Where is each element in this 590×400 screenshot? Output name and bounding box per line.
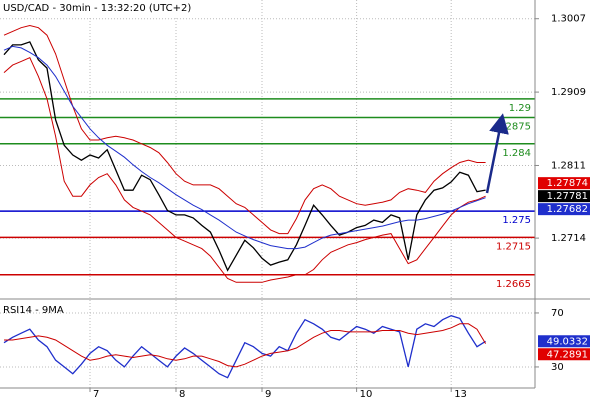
level-label: 1.2715 (496, 241, 531, 252)
price-badge (538, 335, 590, 348)
price-badge (538, 177, 590, 190)
panel-title: RSI14 - 9MA (3, 305, 64, 316)
price-badge (538, 348, 590, 361)
y-tick-label: 70 (551, 308, 564, 319)
series-line (3, 41, 486, 272)
title-background (0, 0, 200, 16)
level-label: 1.284 (502, 148, 531, 159)
series-line (3, 315, 486, 379)
y-tick-label: 1.3007 (551, 14, 586, 25)
series-line (3, 57, 486, 283)
y-tick-label: 1.2714 (551, 233, 586, 244)
level-label: 1.2665 (496, 279, 531, 290)
price-badge-label: 1.27682 (547, 204, 588, 215)
level-label: 1.275 (502, 215, 531, 226)
y-tick-label: 1.2909 (551, 87, 586, 98)
y-tick-label: 1.2811 (551, 160, 586, 171)
price-badge (538, 190, 590, 203)
price-badge-label: 1.27874 (547, 178, 588, 189)
x-tick-label: 13 (454, 389, 467, 400)
y-tick-label: 30 (551, 362, 564, 373)
price-badge-label: 47.2891 (547, 349, 588, 360)
level-label: 1.2875 (496, 122, 531, 133)
level-label: 1.29 (509, 103, 531, 114)
forecast-arrow (485, 113, 509, 194)
x-tick-label: 7 (93, 389, 99, 400)
series-line (3, 45, 486, 250)
series-line (3, 24, 486, 235)
chart-title: USD/CAD - 30min - 13:32:20 (UTC+2) (3, 3, 191, 14)
x-tick-label: 10 (360, 389, 373, 400)
price-badge (538, 203, 590, 216)
price-badge-label: 49.0332 (547, 336, 588, 347)
x-tick-label: 8 (179, 389, 185, 400)
x-tick-label: 9 (265, 389, 271, 400)
series-line (4, 323, 487, 368)
price-badge-label: 1.27781 (547, 191, 588, 202)
